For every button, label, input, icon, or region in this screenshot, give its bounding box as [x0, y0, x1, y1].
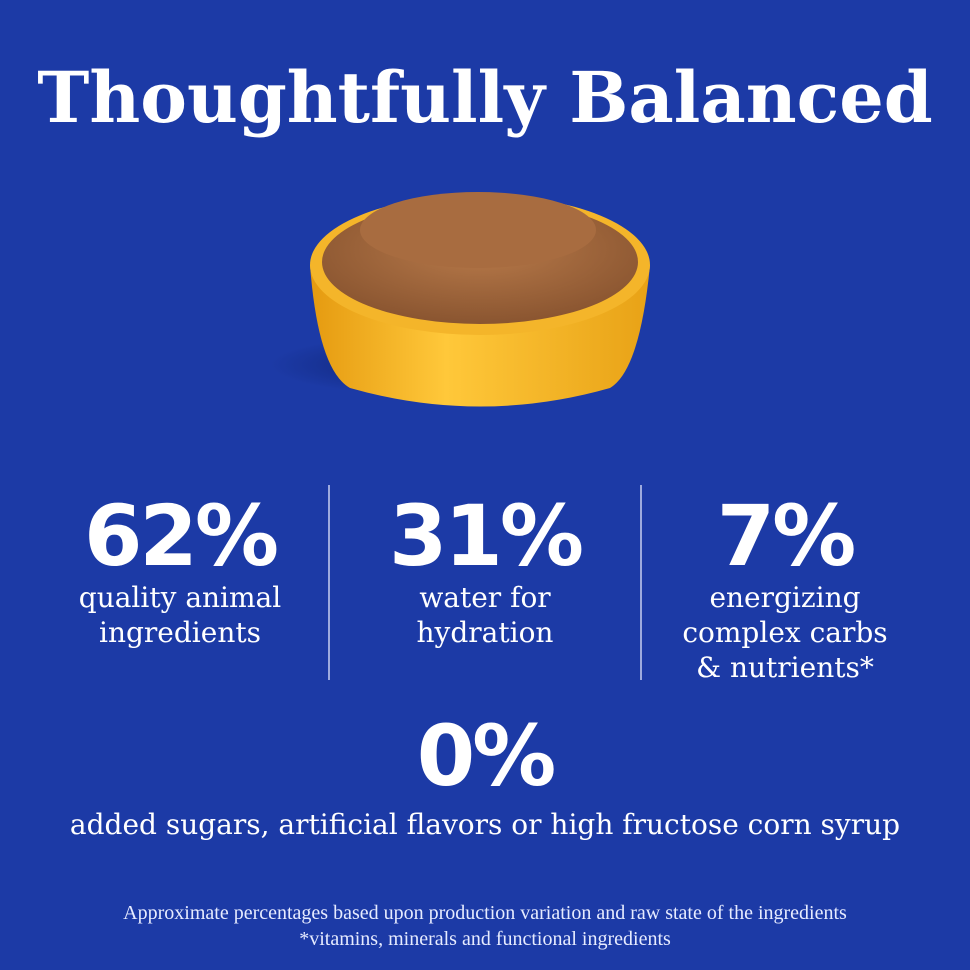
stat-label: ingredients [99, 616, 261, 649]
highlight-label: added sugars, artificial flavors or high… [70, 808, 900, 841]
footnote: *vitamins, minerals and functional ingre… [299, 928, 671, 950]
stat-label: complex carbs [682, 616, 887, 649]
stat-label: water for [419, 581, 551, 614]
bowl-image [270, 192, 650, 407]
stat-value: 7% [717, 487, 854, 585]
stat-label: & nutrients* [696, 651, 874, 684]
stat-label: hydration [417, 616, 554, 649]
highlight-value: 0% [417, 707, 554, 805]
stat-value: 31% [389, 487, 582, 585]
title: Thoughtfully Balanced [37, 56, 932, 139]
stat-label: energizing [709, 581, 860, 614]
stat-value: 62% [84, 487, 277, 585]
footnote: Approximate percentages based upon produ… [123, 902, 847, 924]
stat-label: quality animal [79, 581, 281, 614]
